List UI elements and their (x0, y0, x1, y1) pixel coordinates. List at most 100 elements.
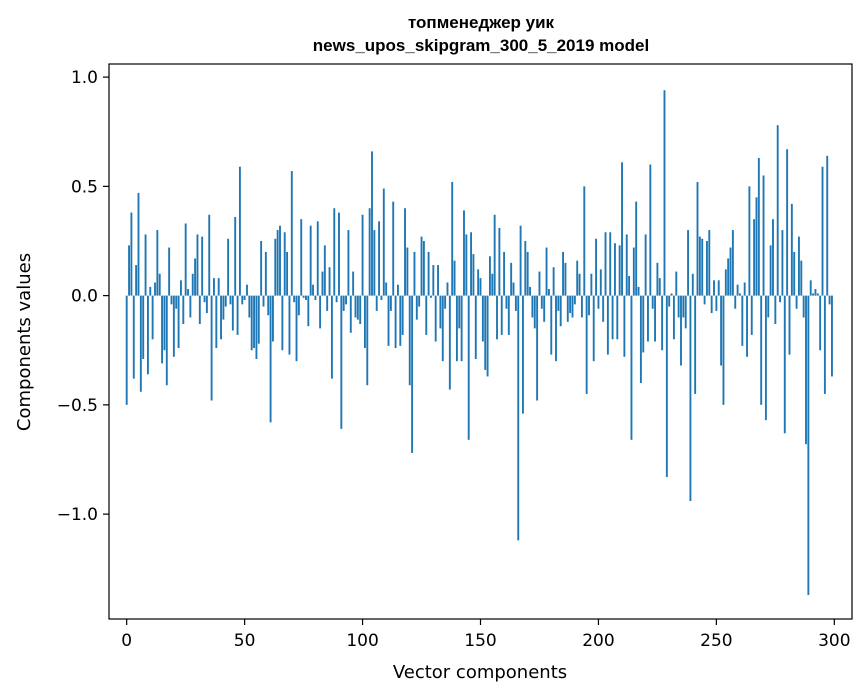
bar (526, 251, 529, 296)
bar (274, 238, 277, 296)
bar (623, 295, 626, 357)
bar (163, 295, 166, 351)
bar (418, 295, 421, 307)
bar (229, 295, 232, 305)
bar (472, 254, 475, 296)
bar (514, 295, 517, 311)
bar (562, 251, 564, 296)
bar (378, 221, 381, 296)
bar (783, 295, 786, 434)
bar (191, 273, 194, 296)
bar (739, 293, 741, 296)
bar (654, 295, 656, 342)
bar (750, 295, 753, 335)
bar (234, 216, 237, 296)
bar (347, 230, 350, 296)
bar (425, 295, 428, 335)
bar (359, 295, 362, 325)
bar (694, 295, 697, 394)
bar (215, 295, 218, 349)
bar (356, 295, 359, 320)
bar (146, 295, 149, 375)
bar (406, 247, 409, 296)
bar (505, 295, 508, 309)
bar (734, 295, 737, 309)
bar (604, 232, 607, 296)
bar (415, 295, 418, 320)
bar (290, 171, 293, 296)
bar (262, 295, 265, 307)
bar (684, 295, 687, 329)
bar (790, 203, 793, 296)
bar (432, 265, 435, 296)
bar (394, 295, 397, 349)
bar (439, 295, 442, 329)
x-tick-label: 50 (234, 631, 256, 651)
bar (446, 282, 449, 296)
bar (335, 295, 338, 303)
y-tick-label: 0.5 (71, 177, 98, 197)
bar (668, 295, 671, 307)
bar (642, 295, 645, 353)
x-tick-label: 250 (700, 631, 732, 651)
bar (238, 166, 241, 296)
bar (333, 208, 336, 296)
bar (517, 295, 520, 541)
bar (352, 271, 355, 296)
bar (354, 295, 357, 318)
bar (675, 271, 678, 296)
bar (545, 247, 548, 296)
bar (621, 162, 623, 296)
bar (319, 295, 322, 329)
bar (691, 273, 694, 296)
bar (382, 188, 385, 296)
bar (328, 267, 331, 296)
bar (588, 295, 590, 316)
bar (781, 230, 784, 296)
bar (293, 295, 296, 303)
y-axis: −1.0 −0.5 0.0 0.5 1.0 (57, 68, 109, 525)
bar (441, 295, 444, 362)
bar (757, 157, 760, 296)
bar (455, 295, 458, 362)
bar (753, 219, 756, 296)
bar (453, 260, 456, 296)
bar (217, 278, 220, 296)
bar (404, 208, 406, 296)
bar (411, 295, 414, 453)
bar (128, 245, 130, 296)
bar (661, 295, 664, 351)
bar (772, 219, 774, 296)
x-tick-label: 0 (121, 631, 132, 651)
bar (323, 245, 326, 296)
bar (748, 186, 751, 296)
bar (182, 295, 185, 325)
bar (135, 265, 138, 296)
chart-title-line-1: топменеджер уик (408, 13, 555, 32)
bar (647, 295, 649, 342)
bar (448, 295, 451, 390)
bar (491, 273, 494, 296)
bar (651, 295, 654, 309)
bar (680, 295, 682, 366)
bar (326, 295, 329, 311)
y-tick-label: −0.5 (57, 396, 98, 416)
bar (524, 240, 527, 296)
bar (774, 295, 777, 325)
bar (555, 295, 557, 362)
bar (717, 280, 720, 296)
bar (713, 280, 715, 296)
bar (224, 295, 227, 307)
bar (625, 234, 628, 296)
bar (463, 210, 465, 296)
bar (165, 295, 168, 386)
bar (279, 225, 281, 296)
bar (392, 201, 395, 296)
bar (264, 251, 267, 296)
bar (550, 295, 553, 355)
bar (427, 251, 430, 296)
bar (606, 295, 609, 355)
bar (260, 240, 263, 296)
bar (812, 293, 815, 296)
